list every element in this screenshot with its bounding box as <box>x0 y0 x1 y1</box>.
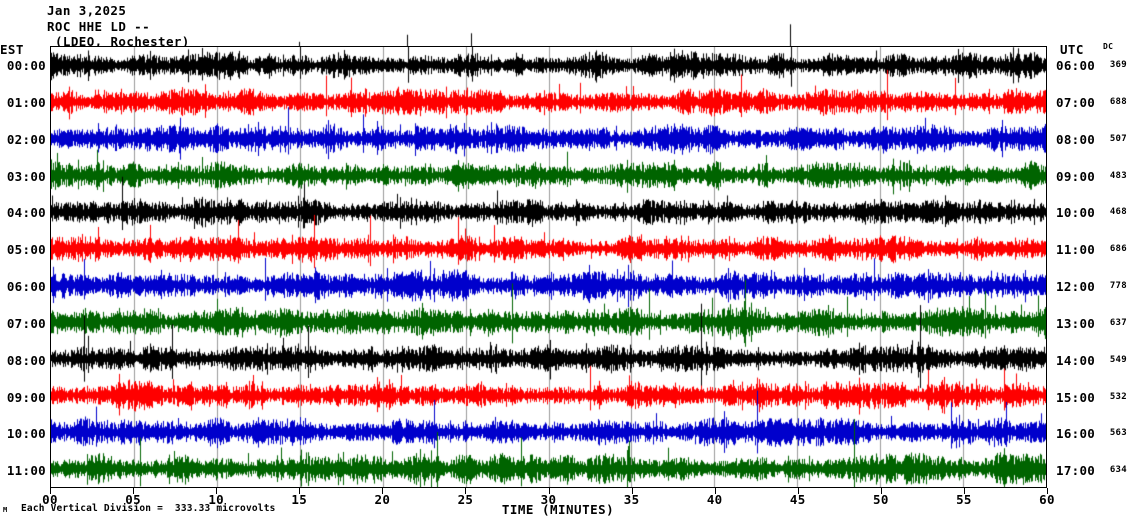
x-tick-mark <box>50 488 51 494</box>
row-est-time: 00:00 <box>6 58 46 74</box>
x-tick-mark <box>1047 488 1048 494</box>
x-tick-label: 15 <box>291 492 308 507</box>
row-utc-time: 10:00 <box>1056 205 1096 221</box>
row-est-time: 01:00 <box>6 94 46 110</box>
dc-column-header: DC <box>1103 42 1114 51</box>
row-est-time: 10:00 <box>6 426 46 442</box>
x-tick-mark <box>382 488 384 494</box>
row-dc-value: 686 <box>1109 244 1127 255</box>
row-dc-value: 778 <box>1109 281 1127 292</box>
row-utc-time: 11:00 <box>1056 242 1096 258</box>
x-tick-mark <box>133 488 135 494</box>
row-est-time: 03:00 <box>6 168 46 184</box>
row-est-time: 04:00 <box>6 205 46 221</box>
row-utc-time: 15:00 <box>1056 389 1096 405</box>
x-tick-label: 40 <box>706 492 723 507</box>
x-tick-label: 30 <box>540 492 557 507</box>
x-axis-title: TIME (MINUTES) <box>501 502 615 517</box>
row-utc-time: 16:00 <box>1056 426 1096 442</box>
row-est-time: 06:00 <box>6 279 46 295</box>
row-dc-value: 637 <box>1109 317 1127 328</box>
x-tick-label: 55 <box>956 492 972 507</box>
seismogram-traces <box>51 47 1046 487</box>
row-utc-time: 08:00 <box>1056 131 1096 147</box>
x-tick-mark <box>465 488 467 494</box>
x-tick-mark <box>963 488 965 494</box>
corner-marker: M <box>3 506 8 514</box>
row-dc-value: 634 <box>1109 465 1127 476</box>
x-tick-label: 35 <box>623 492 640 507</box>
row-dc-value: 369 <box>1109 60 1127 71</box>
x-tick-label: 50 <box>873 492 889 507</box>
row-est-time: 05:00 <box>6 242 46 258</box>
row-dc-value: 468 <box>1109 207 1127 218</box>
row-utc-time: 12:00 <box>1056 279 1096 295</box>
x-tick-mark <box>797 488 799 494</box>
x-tick-label: 05 <box>125 492 141 507</box>
x-tick-mark <box>714 488 716 494</box>
row-utc-time: 13:00 <box>1056 315 1096 331</box>
row-est-time: 08:00 <box>6 352 46 368</box>
row-dc-value: 483 <box>1109 170 1127 181</box>
x-tick-mark <box>299 488 301 494</box>
row-dc-value: 688 <box>1109 96 1127 107</box>
row-utc-time: 17:00 <box>1056 463 1096 479</box>
seismogram-plot <box>50 46 1047 488</box>
row-dc-value: 549 <box>1109 354 1127 365</box>
scale-note: Each Vertical Division = 333.33 microvol… <box>21 503 276 514</box>
row-est-time: 07:00 <box>6 315 46 331</box>
x-tick-mark <box>631 488 633 494</box>
x-tick-label: 45 <box>789 492 806 507</box>
row-utc-time: 14:00 <box>1056 352 1096 368</box>
row-utc-time: 06:00 <box>1056 58 1096 74</box>
right-timezone-label: UTC <box>1060 42 1084 57</box>
x-tick-label: 60 <box>1039 492 1055 507</box>
x-tick-mark <box>548 488 550 494</box>
left-timezone-label: EST <box>0 42 24 57</box>
x-tick-label: 10 <box>208 492 224 507</box>
row-dc-value: 532 <box>1109 391 1127 402</box>
row-est-time: 11:00 <box>6 463 46 479</box>
row-utc-time: 09:00 <box>1056 168 1096 184</box>
row-est-time: 09:00 <box>6 389 46 405</box>
x-tick-label: 20 <box>374 492 391 507</box>
row-dc-value: 507 <box>1109 133 1127 144</box>
row-utc-time: 07:00 <box>1056 94 1096 110</box>
seismogram-spikes-overflow <box>50 0 1047 47</box>
x-tick-mark <box>880 488 882 494</box>
x-tick-mark <box>216 488 218 494</box>
row-est-time: 02:00 <box>6 131 46 147</box>
row-dc-value: 563 <box>1109 428 1127 439</box>
x-tick-label: 00 <box>42 492 58 507</box>
x-tick-label: 25 <box>457 492 474 507</box>
